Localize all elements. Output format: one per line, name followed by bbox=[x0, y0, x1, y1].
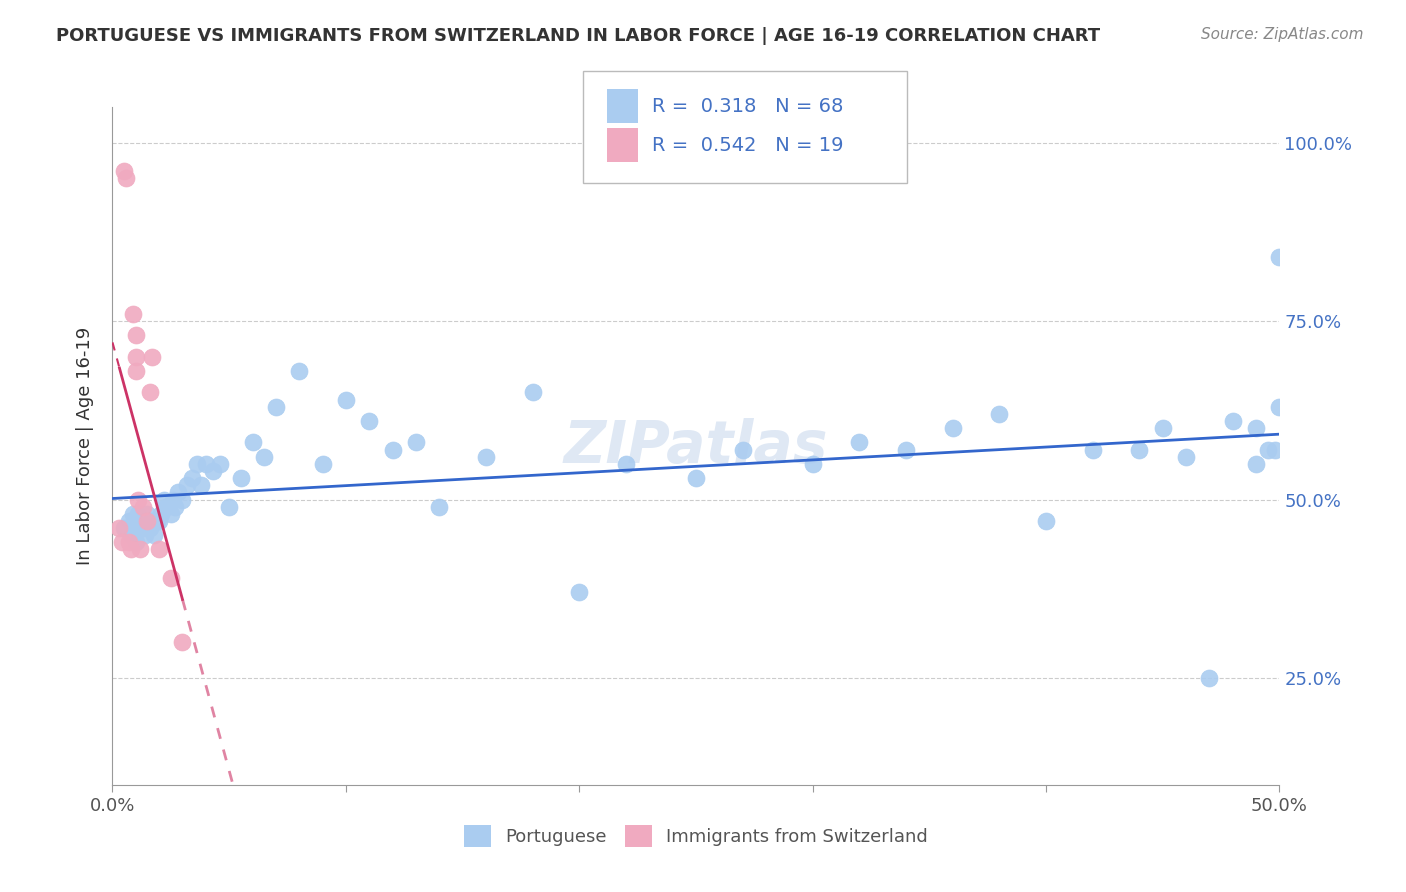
Point bbox=[208, 457, 231, 471]
Text: ZIPatlas: ZIPatlas bbox=[564, 417, 828, 475]
Point bbox=[108, 521, 131, 535]
Point bbox=[381, 442, 404, 457]
Point bbox=[122, 307, 145, 321]
Point bbox=[1268, 400, 1291, 414]
Point bbox=[1222, 414, 1244, 428]
Point bbox=[1198, 671, 1220, 685]
Point bbox=[242, 435, 264, 450]
Point bbox=[1035, 514, 1057, 528]
Point bbox=[1268, 250, 1291, 264]
Point bbox=[132, 500, 155, 514]
Point bbox=[1244, 457, 1267, 471]
Point bbox=[143, 528, 166, 542]
Point bbox=[115, 171, 138, 186]
Point bbox=[190, 478, 212, 492]
Point bbox=[731, 442, 754, 457]
Point bbox=[155, 500, 177, 514]
Point bbox=[120, 528, 142, 542]
Point bbox=[120, 542, 142, 557]
Point bbox=[118, 535, 141, 549]
Point bbox=[1264, 442, 1286, 457]
Point bbox=[132, 521, 155, 535]
Point bbox=[118, 514, 141, 528]
Point bbox=[311, 457, 333, 471]
Point bbox=[264, 400, 287, 414]
Point bbox=[141, 350, 163, 364]
Point bbox=[136, 507, 159, 521]
Point bbox=[160, 571, 183, 585]
Point bbox=[160, 507, 183, 521]
Point bbox=[172, 635, 194, 649]
Point bbox=[288, 364, 311, 378]
Point bbox=[988, 407, 1011, 421]
Text: Source: ZipAtlas.com: Source: ZipAtlas.com bbox=[1201, 27, 1364, 42]
Point bbox=[186, 457, 208, 471]
Point bbox=[405, 435, 427, 450]
Point bbox=[614, 457, 637, 471]
Point bbox=[176, 478, 198, 492]
Point bbox=[568, 585, 591, 599]
Point bbox=[1128, 442, 1150, 457]
Point bbox=[801, 457, 824, 471]
Point bbox=[139, 385, 162, 400]
Legend: Portuguese, Immigrants from Switzerland: Portuguese, Immigrants from Switzerland bbox=[457, 817, 935, 854]
Point bbox=[127, 507, 149, 521]
Point bbox=[1257, 442, 1279, 457]
Point bbox=[139, 521, 162, 535]
Text: R =  0.318   N = 68: R = 0.318 N = 68 bbox=[652, 96, 844, 116]
Text: PORTUGUESE VS IMMIGRANTS FROM SWITZERLAND IN LABOR FORCE | AGE 16-19 CORRELATION: PORTUGUESE VS IMMIGRANTS FROM SWITZERLAN… bbox=[56, 27, 1101, 45]
Point bbox=[522, 385, 544, 400]
Point bbox=[475, 450, 498, 464]
Point bbox=[1244, 421, 1267, 435]
Point bbox=[427, 500, 450, 514]
Point bbox=[153, 492, 176, 507]
Point bbox=[136, 514, 159, 528]
Point bbox=[894, 442, 917, 457]
Point bbox=[162, 492, 184, 507]
Point bbox=[165, 500, 187, 514]
Point bbox=[172, 492, 194, 507]
Point bbox=[112, 521, 135, 535]
Point bbox=[942, 421, 965, 435]
Point bbox=[848, 435, 870, 450]
Point bbox=[335, 392, 357, 407]
Point bbox=[148, 542, 170, 557]
Point bbox=[129, 542, 152, 557]
Point bbox=[253, 450, 276, 464]
Point bbox=[112, 164, 135, 178]
Point bbox=[150, 507, 173, 521]
Point bbox=[125, 328, 148, 343]
Point bbox=[201, 464, 224, 478]
Point bbox=[111, 535, 134, 549]
Point bbox=[685, 471, 707, 485]
Point bbox=[166, 485, 188, 500]
Point bbox=[194, 457, 217, 471]
Point bbox=[359, 414, 381, 428]
Point bbox=[125, 350, 148, 364]
Point bbox=[141, 514, 163, 528]
Point bbox=[1175, 450, 1198, 464]
Point bbox=[146, 514, 169, 528]
Point bbox=[125, 364, 148, 378]
Point bbox=[1081, 442, 1104, 457]
Point bbox=[134, 528, 156, 542]
Point bbox=[136, 514, 159, 528]
Y-axis label: In Labor Force | Age 16-19: In Labor Force | Age 16-19 bbox=[76, 326, 94, 566]
Point bbox=[1152, 421, 1174, 435]
Text: R =  0.542   N = 19: R = 0.542 N = 19 bbox=[652, 136, 844, 155]
Point bbox=[125, 521, 148, 535]
Point bbox=[127, 492, 149, 507]
Point bbox=[125, 535, 148, 549]
Point bbox=[122, 507, 145, 521]
Point bbox=[148, 514, 170, 528]
Point bbox=[218, 500, 240, 514]
Point bbox=[229, 471, 252, 485]
Point bbox=[129, 514, 152, 528]
Point bbox=[180, 471, 202, 485]
